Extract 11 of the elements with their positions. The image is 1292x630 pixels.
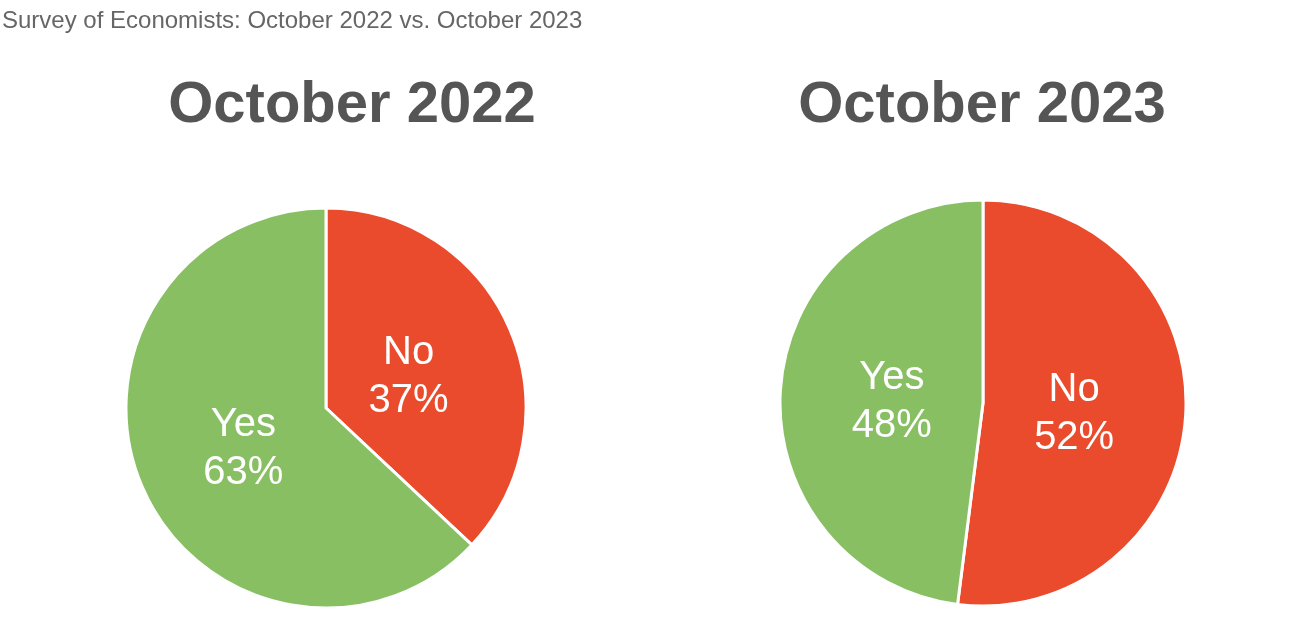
slice-label: Yes (859, 353, 925, 398)
chart-title: October 2023 (798, 69, 1166, 134)
slice-label: No (1048, 364, 1100, 409)
data-label: 37% (368, 376, 449, 421)
text: Survey of Economists: October 2022 vs. October 2023 (2, 6, 583, 33)
slice-label: Yes (210, 399, 277, 444)
data-label: 48% (851, 401, 932, 446)
data-label: 63% (203, 447, 284, 492)
slice-label: No (383, 328, 435, 373)
data-label: 52% (1034, 412, 1115, 457)
chart-title: October 2022 (168, 69, 536, 134)
